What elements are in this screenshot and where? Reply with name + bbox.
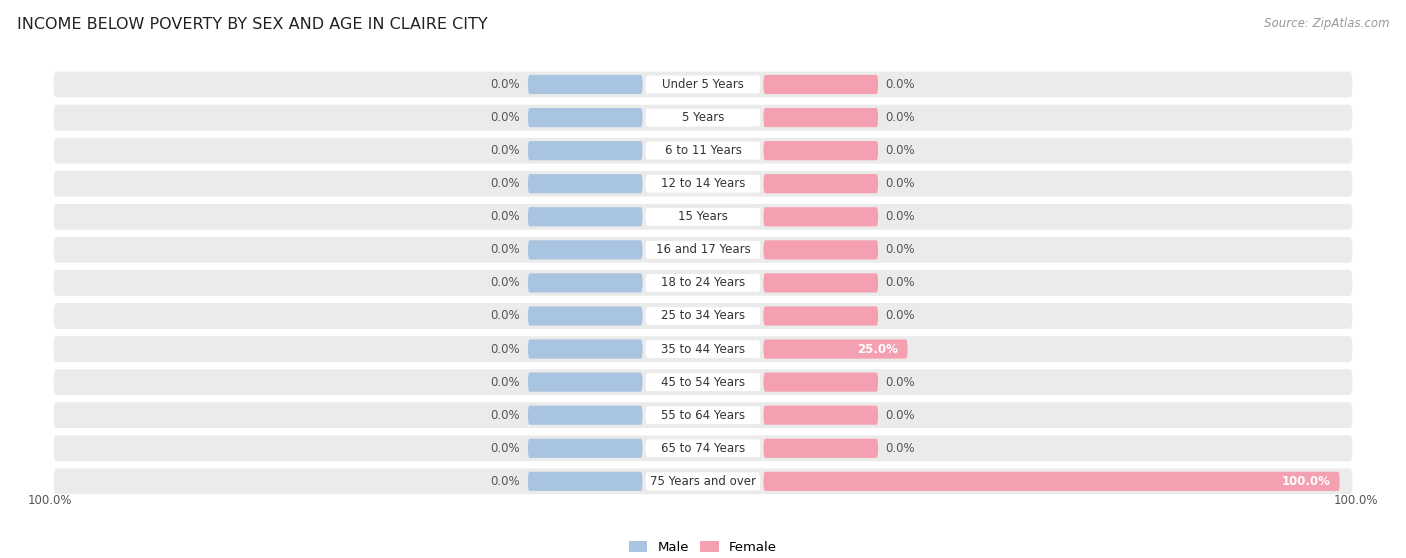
FancyBboxPatch shape bbox=[763, 108, 879, 127]
FancyBboxPatch shape bbox=[527, 439, 643, 458]
Text: 0.0%: 0.0% bbox=[491, 144, 520, 157]
FancyBboxPatch shape bbox=[53, 171, 1353, 196]
Text: 0.0%: 0.0% bbox=[491, 243, 520, 256]
FancyBboxPatch shape bbox=[645, 406, 761, 424]
Text: Under 5 Years: Under 5 Years bbox=[662, 78, 744, 91]
FancyBboxPatch shape bbox=[527, 108, 643, 127]
Text: 0.0%: 0.0% bbox=[886, 310, 915, 323]
FancyBboxPatch shape bbox=[53, 138, 1353, 163]
Text: 0.0%: 0.0% bbox=[886, 78, 915, 91]
FancyBboxPatch shape bbox=[53, 303, 1353, 329]
Text: 0.0%: 0.0% bbox=[491, 343, 520, 355]
FancyBboxPatch shape bbox=[645, 241, 761, 259]
Text: 0.0%: 0.0% bbox=[491, 276, 520, 290]
Text: Source: ZipAtlas.com: Source: ZipAtlas.com bbox=[1264, 17, 1389, 30]
Text: 6 to 11 Years: 6 to 11 Years bbox=[665, 144, 741, 157]
FancyBboxPatch shape bbox=[763, 439, 879, 458]
FancyBboxPatch shape bbox=[53, 402, 1353, 428]
Text: 0.0%: 0.0% bbox=[491, 408, 520, 422]
FancyBboxPatch shape bbox=[645, 274, 761, 292]
Text: 0.0%: 0.0% bbox=[491, 310, 520, 323]
FancyBboxPatch shape bbox=[527, 141, 643, 160]
FancyBboxPatch shape bbox=[763, 472, 1340, 491]
FancyBboxPatch shape bbox=[527, 339, 643, 359]
Text: 5 Years: 5 Years bbox=[682, 111, 724, 124]
FancyBboxPatch shape bbox=[527, 174, 643, 193]
Text: INCOME BELOW POVERTY BY SEX AND AGE IN CLAIRE CITY: INCOME BELOW POVERTY BY SEX AND AGE IN C… bbox=[17, 17, 488, 32]
FancyBboxPatch shape bbox=[645, 208, 761, 226]
Text: 0.0%: 0.0% bbox=[886, 408, 915, 422]
Text: 25.0%: 25.0% bbox=[858, 343, 898, 355]
Text: 55 to 64 Years: 55 to 64 Years bbox=[661, 408, 745, 422]
FancyBboxPatch shape bbox=[527, 306, 643, 325]
FancyBboxPatch shape bbox=[645, 109, 761, 127]
Text: 0.0%: 0.0% bbox=[491, 177, 520, 190]
FancyBboxPatch shape bbox=[763, 207, 879, 227]
FancyBboxPatch shape bbox=[645, 75, 761, 93]
FancyBboxPatch shape bbox=[527, 373, 643, 392]
FancyBboxPatch shape bbox=[763, 174, 879, 193]
FancyBboxPatch shape bbox=[763, 406, 879, 425]
FancyBboxPatch shape bbox=[53, 468, 1353, 494]
FancyBboxPatch shape bbox=[763, 240, 879, 259]
Text: 0.0%: 0.0% bbox=[491, 376, 520, 388]
FancyBboxPatch shape bbox=[527, 472, 643, 491]
Text: 25 to 34 Years: 25 to 34 Years bbox=[661, 310, 745, 323]
FancyBboxPatch shape bbox=[53, 237, 1353, 263]
Text: 0.0%: 0.0% bbox=[886, 243, 915, 256]
FancyBboxPatch shape bbox=[645, 175, 761, 193]
FancyBboxPatch shape bbox=[527, 75, 643, 94]
FancyBboxPatch shape bbox=[53, 336, 1353, 362]
Text: 100.0%: 100.0% bbox=[1281, 475, 1330, 488]
Text: 16 and 17 Years: 16 and 17 Years bbox=[655, 243, 751, 256]
FancyBboxPatch shape bbox=[527, 406, 643, 425]
FancyBboxPatch shape bbox=[527, 273, 643, 292]
Text: 35 to 44 Years: 35 to 44 Years bbox=[661, 343, 745, 355]
FancyBboxPatch shape bbox=[527, 240, 643, 259]
Text: 0.0%: 0.0% bbox=[491, 475, 520, 488]
Text: 65 to 74 Years: 65 to 74 Years bbox=[661, 442, 745, 455]
FancyBboxPatch shape bbox=[763, 75, 879, 94]
Text: 0.0%: 0.0% bbox=[886, 144, 915, 157]
Text: 0.0%: 0.0% bbox=[491, 111, 520, 124]
Text: 0.0%: 0.0% bbox=[491, 210, 520, 223]
FancyBboxPatch shape bbox=[645, 307, 761, 325]
FancyBboxPatch shape bbox=[645, 340, 761, 358]
FancyBboxPatch shape bbox=[763, 373, 879, 392]
FancyBboxPatch shape bbox=[53, 369, 1353, 395]
FancyBboxPatch shape bbox=[763, 339, 907, 359]
FancyBboxPatch shape bbox=[645, 373, 761, 391]
Text: 100.0%: 100.0% bbox=[1333, 494, 1378, 507]
Text: 15 Years: 15 Years bbox=[678, 210, 728, 223]
Text: 0.0%: 0.0% bbox=[886, 442, 915, 455]
FancyBboxPatch shape bbox=[527, 207, 643, 227]
Text: 45 to 54 Years: 45 to 54 Years bbox=[661, 376, 745, 388]
FancyBboxPatch shape bbox=[53, 435, 1353, 461]
Text: 0.0%: 0.0% bbox=[886, 111, 915, 124]
Text: 100.0%: 100.0% bbox=[28, 494, 73, 507]
FancyBboxPatch shape bbox=[645, 473, 761, 490]
Text: 0.0%: 0.0% bbox=[886, 376, 915, 388]
Text: 75 Years and over: 75 Years and over bbox=[650, 475, 756, 488]
Text: 0.0%: 0.0% bbox=[491, 78, 520, 91]
FancyBboxPatch shape bbox=[53, 71, 1353, 98]
FancyBboxPatch shape bbox=[763, 306, 879, 325]
Text: 0.0%: 0.0% bbox=[886, 210, 915, 223]
Text: 12 to 14 Years: 12 to 14 Years bbox=[661, 177, 745, 190]
Legend: Male, Female: Male, Female bbox=[624, 535, 782, 558]
FancyBboxPatch shape bbox=[763, 273, 879, 292]
FancyBboxPatch shape bbox=[763, 141, 879, 160]
Text: 0.0%: 0.0% bbox=[491, 442, 520, 455]
FancyBboxPatch shape bbox=[53, 105, 1353, 131]
FancyBboxPatch shape bbox=[53, 204, 1353, 230]
FancyBboxPatch shape bbox=[645, 439, 761, 457]
FancyBboxPatch shape bbox=[645, 142, 761, 160]
Text: 18 to 24 Years: 18 to 24 Years bbox=[661, 276, 745, 290]
Text: 0.0%: 0.0% bbox=[886, 177, 915, 190]
FancyBboxPatch shape bbox=[53, 270, 1353, 296]
Text: 0.0%: 0.0% bbox=[886, 276, 915, 290]
